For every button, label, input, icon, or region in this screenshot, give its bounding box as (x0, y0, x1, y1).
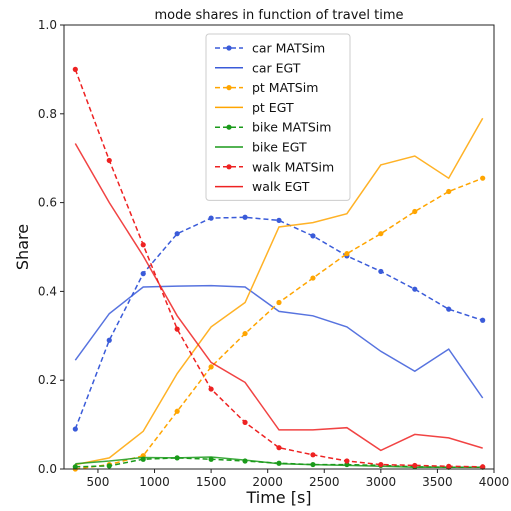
x-tick-label: 500 (86, 475, 109, 489)
legend-label-walk-egt: walk EGT (252, 179, 310, 194)
x-tick-label: 1000 (139, 475, 170, 489)
data-point-car-matsim (106, 337, 112, 343)
data-point-car-matsim (480, 317, 486, 323)
data-point-walk-matsim (174, 326, 180, 332)
data-point-pt-matsim (480, 175, 486, 181)
data-point-walk-matsim (446, 463, 452, 469)
data-point-car-matsim (412, 286, 418, 292)
data-point-walk-matsim (208, 386, 214, 392)
x-tick-label: 3500 (422, 475, 453, 489)
series-line-car-matsim (74, 216, 483, 430)
plot-area (72, 66, 486, 472)
legend-marker-pt-matsim (226, 85, 232, 91)
axes: 500 1000 1500 2000 2500 3000 3500 4000 0.0 0.2 0.4… (38, 18, 509, 489)
legend-marker-walk-matsim (226, 164, 232, 170)
data-point-bike-matsim (72, 464, 78, 470)
data-point-walk-matsim (140, 242, 146, 248)
legend-label-car-matsim: car MATSim (252, 41, 325, 56)
data-point-walk-matsim (242, 419, 248, 425)
data-point-walk-matsim (344, 458, 350, 464)
y-tick-label: 0.2 (38, 373, 57, 387)
data-point-car-matsim (446, 306, 452, 312)
data-point-pt-matsim (412, 208, 418, 215)
data-point-bike-matsim (106, 463, 112, 469)
legend-label-pt-matsim: pt MATSim (252, 80, 318, 95)
x-tick-label: 2000 (252, 475, 283, 489)
y-tick-label: 0.6 (38, 196, 57, 210)
legend-label-bike-egt: bike EGT (252, 140, 307, 155)
data-point-car-matsim (276, 217, 282, 223)
y-tick-label: 0.0 (38, 462, 57, 476)
data-point-walk-matsim (378, 461, 384, 468)
data-point-walk-matsim (480, 464, 486, 470)
data-point-pt-matsim (242, 330, 248, 337)
data-point-pt-matsim (276, 299, 282, 306)
x-tick-label: 2500 (309, 475, 340, 489)
data-point-car-matsim (242, 214, 248, 220)
y-tick-label: 1.0 (38, 18, 57, 32)
data-point-car-matsim (174, 231, 180, 237)
y-axis-title: Share (13, 224, 32, 270)
data-point-walk-matsim (412, 462, 418, 469)
legend-label-car-egt: car EGT (252, 60, 301, 75)
legend: car MATSim car EGT pt MATSim pt EGT bike MAT… (205, 33, 351, 201)
data-point-pt-matsim (446, 188, 452, 195)
data-point-pt-matsim (344, 251, 350, 257)
legend-marker-bike-matsim (226, 124, 232, 130)
x-tick-label: 3000 (366, 475, 397, 489)
data-point-walk-matsim (310, 452, 316, 458)
data-point-car-matsim (378, 268, 384, 275)
data-point-walk-matsim (276, 445, 282, 451)
series-line-pt-egt (75, 117, 484, 466)
series-line-car-egt (74, 284, 484, 399)
data-point-car-matsim (208, 215, 214, 221)
legend-label-walk-matsim: walk MATSim (252, 159, 334, 174)
legend-box (205, 33, 351, 201)
data-point-pt-matsim (310, 275, 316, 281)
data-point-pt-matsim (174, 408, 180, 414)
x-axis-title: Time [s] (245, 488, 311, 507)
data-point-pt-matsim (208, 364, 214, 370)
data-point-walk-matsim (106, 157, 112, 164)
legend-marker-car-matsim (226, 45, 232, 51)
y-tick-label: 0.4 (38, 284, 57, 298)
legend-label-pt-egt: pt EGT (252, 100, 294, 115)
y-tick-label: 0.8 (38, 107, 57, 121)
plot-frame (63, 24, 495, 470)
data-point-walk-matsim (72, 66, 78, 72)
data-point-pt-matsim (378, 231, 384, 237)
series-line-walk-egt (74, 143, 483, 452)
chart-title: mode shares in function of travel time (154, 8, 403, 23)
legend-label-bike-matsim: bike MATSim (252, 120, 331, 135)
data-point-car-matsim (72, 426, 78, 432)
x-tick-label: 1500 (196, 475, 227, 489)
x-tick-label: 4000 (479, 475, 510, 489)
data-point-car-matsim (310, 233, 316, 239)
data-point-car-matsim (140, 271, 146, 277)
data-point-bike-matsim (208, 456, 214, 462)
